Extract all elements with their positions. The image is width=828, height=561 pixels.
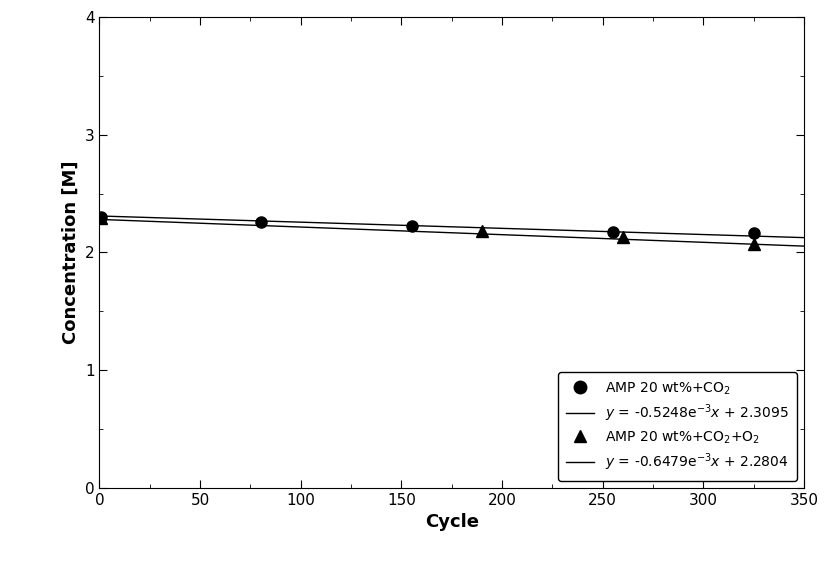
X-axis label: Cycle: Cycle xyxy=(424,513,479,531)
Y-axis label: Concentration [M]: Concentration [M] xyxy=(61,160,79,344)
Legend: AMP 20 wt%+CO$_2$, $y$ = -0.5248e$^{-3}$$x$ + 2.3095, AMP 20 wt%+CO$_2$+O$_2$, $: AMP 20 wt%+CO$_2$, $y$ = -0.5248e$^{-3}$… xyxy=(557,372,797,481)
